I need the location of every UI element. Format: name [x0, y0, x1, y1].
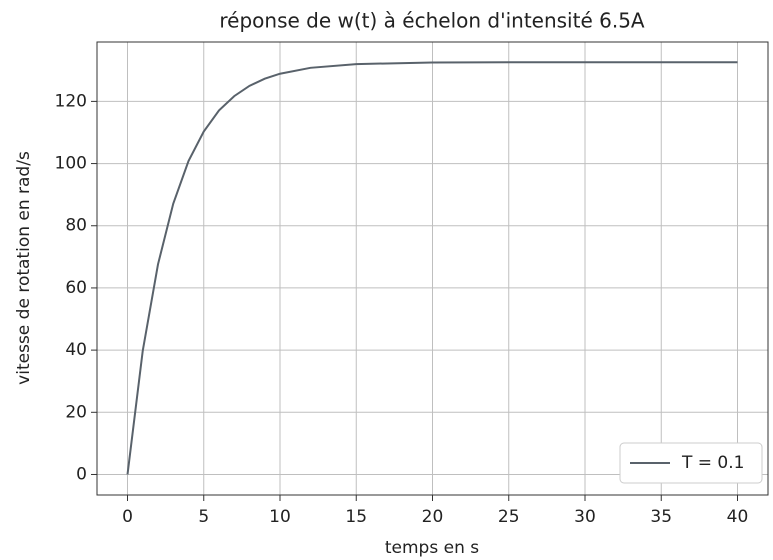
y-tick-label: 20: [65, 402, 87, 422]
x-tick-label: 30: [574, 507, 596, 527]
y-tick-label: 60: [65, 278, 87, 298]
x-tick-label: 10: [269, 507, 291, 527]
y-tick-label: 40: [65, 340, 87, 360]
line-series: [126, 61, 738, 475]
x-tick-label: 20: [422, 507, 444, 527]
x-tick-label: 40: [727, 507, 749, 527]
x-tick-label: 5: [198, 507, 209, 527]
y-tick-label: 120: [55, 91, 87, 111]
x-tick-label: 15: [345, 507, 367, 527]
legend-label: T = 0.1: [681, 453, 744, 473]
x-tick-label: 35: [650, 507, 672, 527]
x-tick-label: 25: [498, 507, 520, 527]
x-tick-label: 0: [122, 507, 133, 527]
y-tick-label: 80: [65, 216, 87, 236]
y-tick-label: 100: [55, 154, 87, 174]
y-tick-label: 0: [76, 464, 87, 484]
chart-title: réponse de w(t) à échelon d'intensité 6.…: [219, 9, 645, 33]
y-axis-label: vitesse de rotation en rad/s: [14, 151, 34, 385]
plot-frame: [96, 41, 769, 496]
x-axis-label: temps en s: [385, 538, 479, 558]
legend-box: [619, 442, 763, 484]
